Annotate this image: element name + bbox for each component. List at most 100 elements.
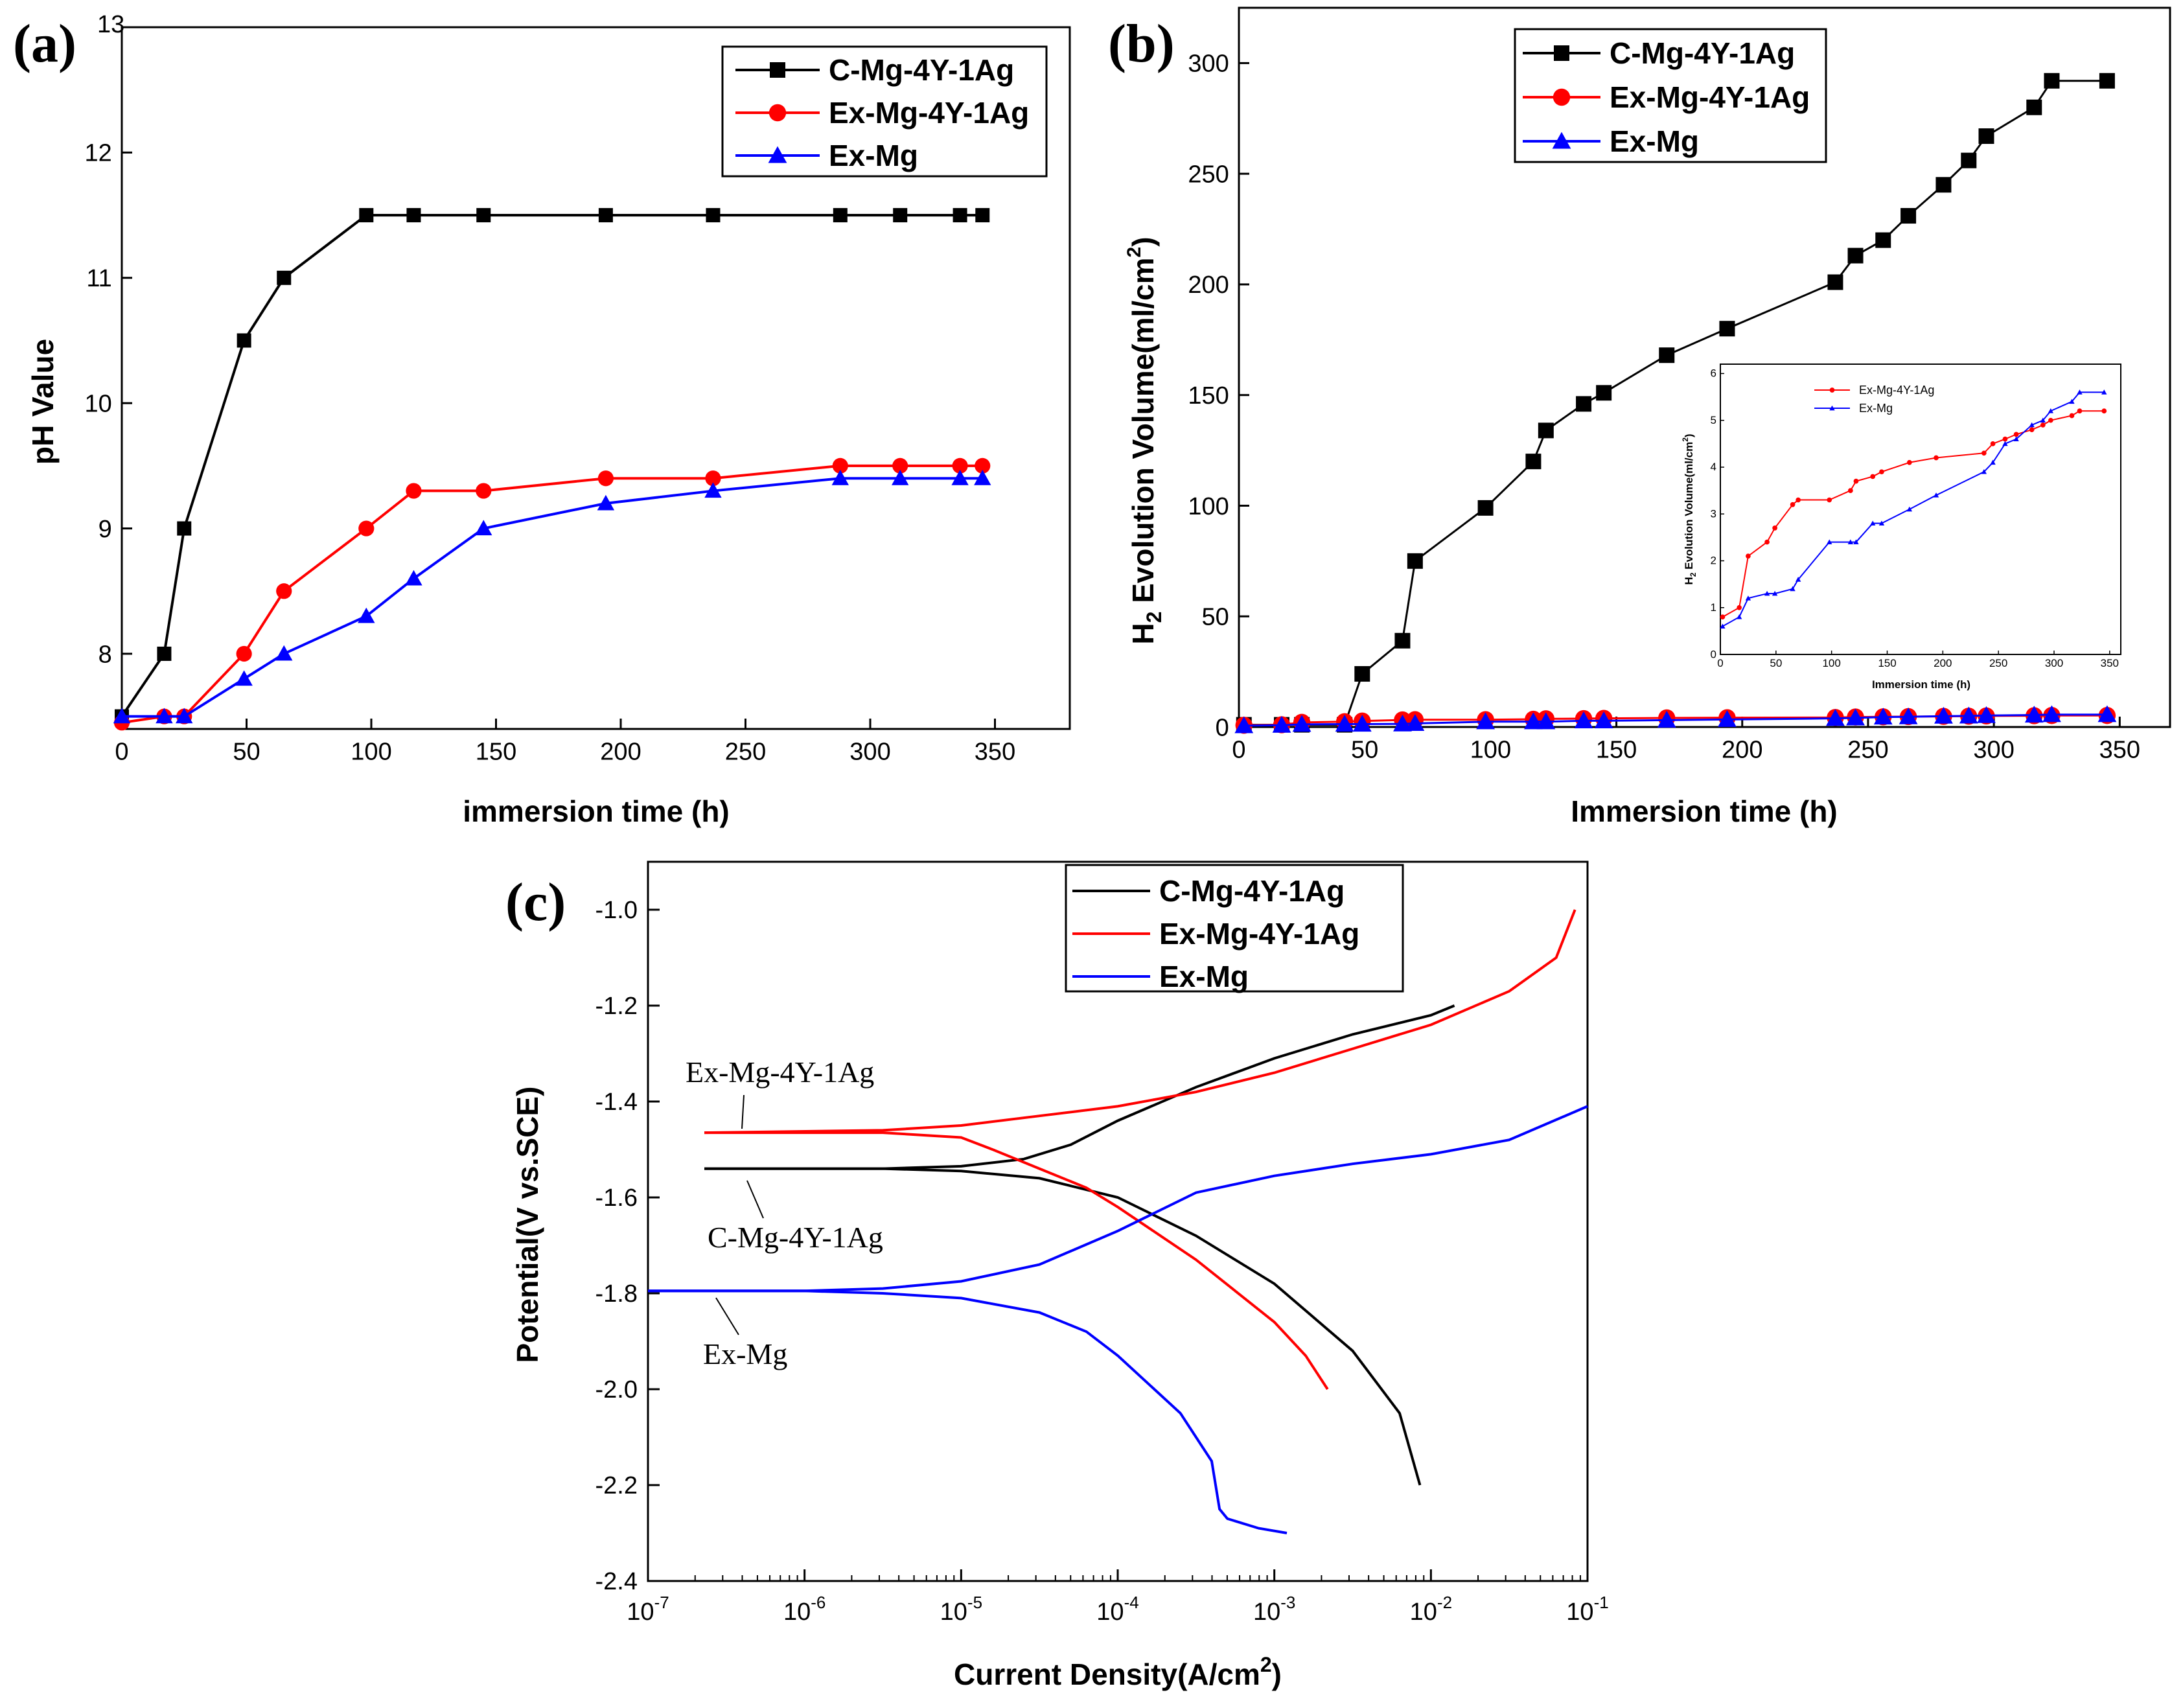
inset-data-point (2029, 422, 2035, 428)
data-point (476, 208, 491, 223)
data-point (1476, 712, 1496, 730)
inset-data-point (2077, 389, 2083, 395)
data-point (237, 333, 251, 348)
x-tick-label: 10-3 (1253, 1593, 1295, 1626)
legend-marker (1552, 132, 1571, 149)
cathodic-branch (704, 1167, 1422, 1486)
inset-data-point (1746, 553, 1751, 559)
y-tick-label: -2.0 (595, 1376, 638, 1403)
inset-data-point (1790, 586, 1796, 592)
data-point (706, 208, 721, 223)
inset-data-point (1772, 525, 1777, 531)
legend-label: Ex-Mg-4Y-1Ag (1610, 80, 1810, 114)
inset-data-point (2048, 408, 2054, 413)
data-point (1900, 208, 1917, 224)
inset-data-point (1990, 441, 1996, 446)
panel-b-legend: C-Mg-4Y-1Ag Ex-Mg-4Y-1Ag Ex-Mg (1514, 28, 1827, 163)
x-tick-label: 250 (725, 739, 766, 766)
y-tick-label: 4 (1711, 461, 1716, 473)
inset-data-point (1737, 605, 1742, 610)
x-tick-label: 100 (351, 739, 391, 766)
x-tick-label: 200 (1934, 657, 1952, 669)
x-tick-label: 350 (2099, 737, 2140, 764)
y-tick-label: 100 (1188, 493, 1229, 520)
data-point (176, 708, 193, 724)
data-point (1875, 232, 1891, 248)
inset-y-title: H2 Evolution Volume(ml/cm2) (1681, 433, 1698, 584)
data-point (1574, 711, 1593, 728)
y-tick-label: 12 (85, 140, 112, 167)
data-point (475, 520, 492, 536)
x-tick-label: 300 (2045, 657, 2063, 669)
y-tick-label: 300 (1188, 51, 1229, 78)
inset-data-point (1720, 623, 1726, 629)
data-point (1292, 715, 1311, 732)
inset-data-point (2069, 413, 2075, 419)
inset-data-point (1790, 502, 1796, 507)
y-tick-label: -1.8 (595, 1280, 638, 1308)
panel-c-legend: C-Mg-4Y-1Ag Ex-Mg-4Y-1Ag Ex-Mg (1065, 864, 1404, 993)
y-tick-label: -1.6 (595, 1184, 638, 1212)
y-tick-label: 0 (1711, 648, 1716, 660)
inset-data-point (2029, 427, 2035, 433)
inset-data-point (2069, 398, 2075, 404)
inset-data-point (1933, 492, 1939, 498)
data-point (1524, 712, 1543, 730)
y-tick-label: 10 (85, 390, 112, 417)
data-point (1234, 716, 1254, 733)
data-point (597, 470, 614, 487)
inset-data-point (2101, 389, 2107, 395)
x-tick-label: 10-7 (627, 1593, 669, 1626)
x-tick-label: 150 (1596, 737, 1637, 764)
y-tick-label: -1.2 (595, 993, 638, 1020)
x-tick-label: 100 (1822, 657, 1840, 669)
data-point (2026, 99, 2042, 115)
inset-data-point (1745, 595, 1751, 601)
legend-label: C-Mg-4Y-1Ag (1610, 36, 1795, 70)
data-point (597, 494, 615, 511)
data-point (113, 708, 131, 724)
legend-label: C-Mg-4Y-1Ag (1159, 874, 1345, 908)
inset-data-point (2002, 441, 2008, 446)
annotation-leader (741, 1094, 745, 1129)
data-point (358, 607, 375, 623)
x-tick-label: 300 (849, 739, 890, 766)
data-point (2044, 73, 2060, 89)
inset-data-point (1795, 577, 1801, 582)
x-tick-label: 300 (1973, 737, 2014, 764)
data-point (832, 457, 848, 474)
panel-c-chart: 10-7 10-6 10-5 10-4 10-3 10-2 10-1 -2.4 -2.2 -2.0… (511, 860, 1609, 1691)
data-point (1405, 714, 1425, 732)
data-point (1847, 248, 1864, 264)
data-point (951, 470, 969, 485)
x-tick-label: 100 (1470, 737, 1511, 764)
inset-data-point (1720, 614, 1726, 620)
data-point (1393, 714, 1412, 732)
panel-b-label: (b) (1108, 14, 1175, 74)
panel-a-x-title: immersion time (h) (463, 794, 730, 828)
y-tick-label: 6 (1711, 367, 1716, 380)
panel-b-x-title: Immersion time (h) (1571, 794, 1838, 828)
data-point (405, 570, 422, 586)
x-tick-label: 350 (975, 739, 1015, 766)
data-point (476, 483, 492, 499)
data-point (236, 645, 252, 662)
inset-data-point (1853, 539, 1859, 544)
data-point (156, 708, 173, 724)
inset-data-point (1827, 497, 1832, 503)
anodic-branch (648, 1105, 1588, 1293)
panel-c-label: (c) (505, 872, 566, 932)
data-point (975, 208, 990, 223)
inset-data-point (1847, 539, 1854, 544)
inset-data-point (1764, 590, 1770, 596)
inset-x-title: Immersion time (h) (1872, 678, 1970, 691)
inset-data-point (2002, 436, 2008, 442)
data-point (358, 520, 375, 537)
y-tick-label: 1 (1711, 601, 1716, 614)
data-point (1335, 715, 1354, 732)
y-tick-label: 50 (1202, 604, 1229, 631)
data-point (975, 457, 991, 474)
data-point (1354, 666, 1370, 682)
data-point (1525, 454, 1542, 470)
